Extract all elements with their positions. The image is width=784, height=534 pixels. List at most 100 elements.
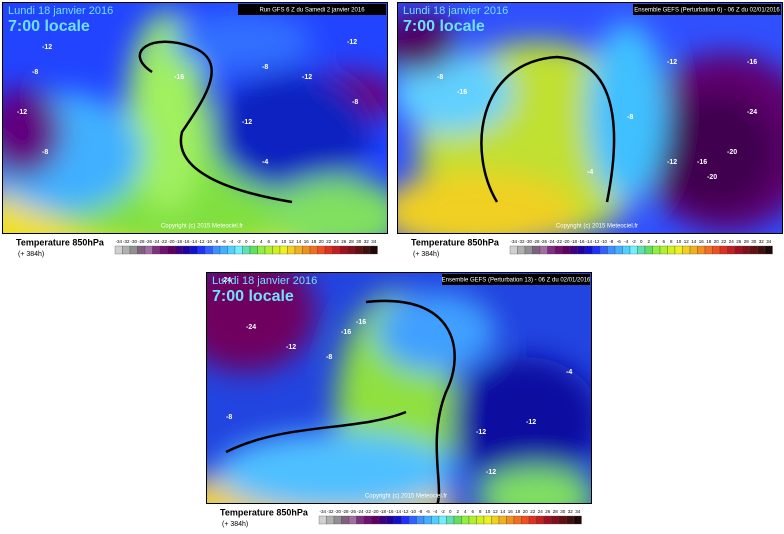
scale-swatch [326,515,335,525]
temperature-area [376,292,496,372]
scale-swatch [536,515,545,525]
scale-label: -6 [617,239,621,244]
map: -12 -8 -12 -8 -16 -12 -8 -12 -8 -4 -12 Lundi 18 jan… [2,2,388,234]
run-title: Run GFS 6 Z du Samedi 2 janvier 2016 [259,8,365,14]
scale-swatch [476,515,485,525]
scale-swatch [386,515,395,525]
scale-label: 2 [252,239,255,244]
scale-swatch [532,245,541,255]
scale-label: -2 [237,239,241,244]
scale-label: -28 [342,509,349,514]
scale-swatch [189,245,198,255]
variable-label: Temperature 850hPa [16,237,105,247]
scale-swatch [554,245,563,255]
contour-label: -16 [697,159,707,166]
scale-swatch [197,245,206,255]
scale-label: 6 [471,509,474,514]
scale-label: -10 [600,239,607,244]
scale-label: -12 [402,509,409,514]
scale-label: 32 [759,239,765,244]
scale-label: 22 [530,509,536,514]
scale-label: -14 [585,239,592,244]
scale-label: 18 [515,509,521,514]
contour-label: -4 [587,169,593,176]
scale-swatch [764,245,773,255]
scale-swatch [461,515,470,525]
contour-label: -16 [747,59,757,66]
scale-swatch [573,515,582,525]
scale-label: -22 [364,509,371,514]
scale-label: 20 [714,239,720,244]
scale-swatch [734,245,743,255]
contour-label: -12 [476,429,486,436]
scale-label: 8 [479,509,482,514]
scale-label: -22 [555,239,562,244]
scale-label: 10 [281,239,287,244]
scale-swatch [272,245,281,255]
scale-label: -24 [153,239,160,244]
scale-label: -32 [327,509,334,514]
scale-label: 8 [670,239,673,244]
scale-swatch [152,245,161,255]
scale-label: 24 [538,509,544,514]
scale-swatch [438,515,447,525]
scale-label: 8 [275,239,278,244]
contour-label: -24 [747,109,757,116]
scale-label: 4 [464,509,467,514]
scale-label: 14 [500,509,506,514]
scale-label: 26 [341,239,347,244]
scale-swatch [513,515,522,525]
scale-swatch [309,245,318,255]
scale-swatch [629,245,638,255]
scale-label: -24 [357,509,364,514]
scale-swatch [219,245,228,255]
scale-swatch [517,245,526,255]
scale-swatch [547,245,556,255]
scale-label: -32 [123,239,130,244]
map-border [397,2,783,234]
scale-label: -30 [525,239,532,244]
temperature-area [216,432,456,504]
scale-swatch [569,245,578,255]
scale-swatch [227,245,236,255]
scale-label: 2 [456,509,459,514]
scale-label: -22 [160,239,167,244]
date-label: Lundi 18 janvier 2016 [403,5,508,17]
scale-swatch [234,245,243,255]
scale-label: 30 [356,239,362,244]
scale-swatch [637,245,646,255]
time-label: 7:00 locale [212,288,294,305]
scale-swatch [339,245,348,255]
scale-label: -12 [198,239,205,244]
map: -24 -24 -16 -12 -8 -16 -12 -12 -8 -12 -4 Lundi 18 j… [206,272,592,504]
scale-label: 10 [485,509,491,514]
scale-label: 32 [568,509,574,514]
scale-swatch [294,245,303,255]
scale-swatch [369,245,378,255]
date-label: Lundi 18 janvier 2016 [8,5,113,17]
scale-label: -32 [518,239,525,244]
scale-swatch [354,245,363,255]
scale-swatch [539,245,548,255]
contour-label: -12 [526,419,536,426]
copyright: Copyright (c) 2015 Meteociel.fr [365,494,447,500]
scale-label: -6 [426,509,430,514]
scale-label: -16 [387,509,394,514]
scale-label: -14 [190,239,197,244]
scale-swatch [453,515,462,525]
scale-label: 14 [691,239,697,244]
scale-swatch [558,515,567,525]
scale-swatch [129,245,138,255]
scale-swatch [682,245,691,255]
scale-swatch [317,245,326,255]
scale-label: -34 [319,509,326,514]
scale-label: 0 [449,509,452,514]
scale-swatch [509,245,518,255]
scale-label: -30 [334,509,341,514]
scale-label: -8 [418,509,422,514]
scale-swatch [287,245,296,255]
scale-swatch [446,515,455,525]
temperature-field [206,272,592,504]
scale-swatch [212,245,221,255]
